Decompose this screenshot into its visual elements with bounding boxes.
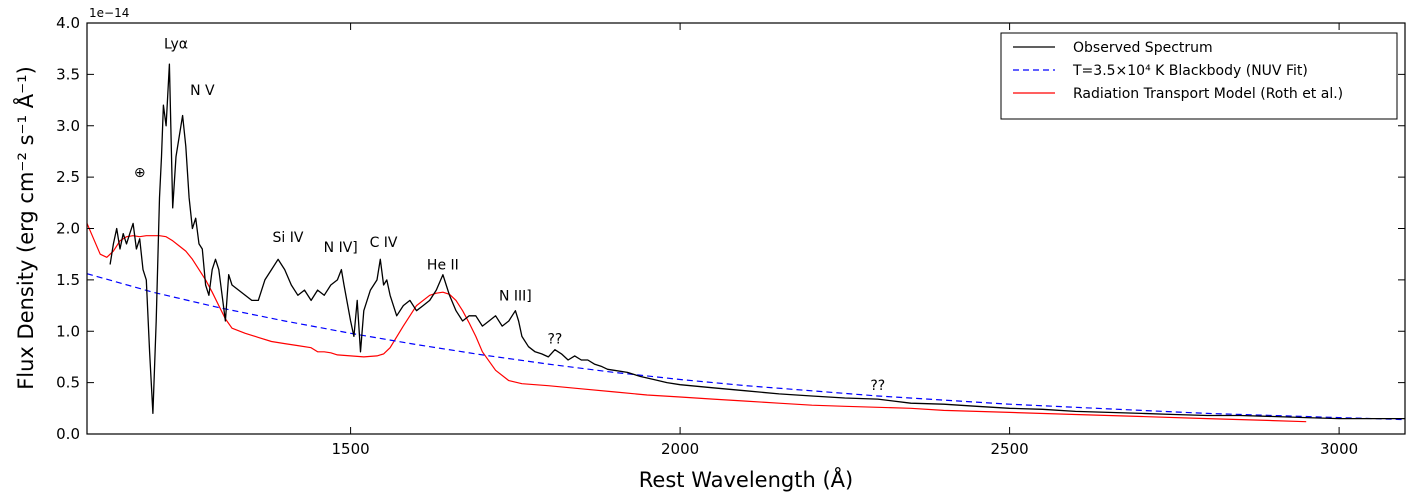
x-tick-label: 2000	[661, 440, 699, 458]
line-annotation: N III]	[499, 288, 532, 304]
line-annotation: ⊕	[134, 165, 146, 181]
y-tick-label: 0.0	[56, 425, 80, 443]
series-line-model	[87, 223, 1307, 423]
line-annotation: ??	[547, 332, 562, 348]
y-axis-title: Flux Density (erg cm⁻² s⁻¹ Å⁻¹)	[12, 66, 38, 390]
y-tick-label: 3.5	[56, 65, 80, 83]
y-scale-label: 1e−14	[89, 6, 129, 20]
x-axis: 1500 2000 2500 3000	[332, 23, 1358, 458]
legend: Observed Spectrum T=3.5×10⁴ K Blackbody (…	[1000, 32, 1398, 120]
line-annotations: Lyα N V ⊕ Si IV N IV] C IV He II N III]????	[134, 37, 885, 394]
line-annotation: ??	[870, 378, 885, 394]
x-tick-label: 3000	[1320, 440, 1358, 458]
legend-label: T=3.5×10⁴ K Blackbody (NUV Fit)	[1072, 63, 1308, 79]
x-tick-label: 2500	[991, 440, 1029, 458]
series-layer	[87, 63, 1405, 423]
line-annotation: C IV	[370, 235, 398, 251]
series-line-observed	[109, 63, 1405, 420]
line-annotation: N IV]	[324, 240, 358, 256]
y-tick-label: 4.0	[56, 14, 80, 32]
y-tick-label: 1.5	[56, 271, 80, 289]
y-tick-label: 2.0	[56, 220, 80, 238]
x-tick-label: 1500	[332, 440, 370, 458]
legend-label: Radiation Transport Model (Roth et al.)	[1073, 86, 1343, 102]
y-tick-label: 0.5	[56, 374, 80, 392]
legend-box	[1000, 32, 1398, 120]
y-tick-label: 1.0	[56, 322, 80, 340]
legend-label: Observed Spectrum	[1073, 40, 1213, 56]
line-annotation: Si IV	[273, 230, 304, 246]
y-tick-label: 3.0	[56, 117, 80, 135]
y-axis: 0.0 0.5 1.0 1.5 2.0 2.5 3.0 3.5 4.0	[56, 14, 1405, 443]
y-tick-label: 2.5	[56, 168, 80, 186]
x-axis-title: Rest Wavelength (Å)	[639, 466, 853, 492]
series-line-blackbody	[87, 273, 1405, 421]
line-annotation: Lyα	[164, 37, 188, 53]
line-annotation: He II	[427, 258, 459, 274]
line-annotation: N V	[190, 83, 215, 99]
